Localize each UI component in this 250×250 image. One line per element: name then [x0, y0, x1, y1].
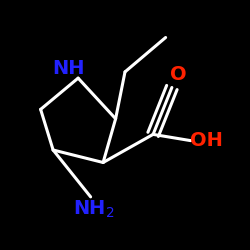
Text: O: O — [170, 66, 186, 84]
Text: NH: NH — [52, 59, 85, 78]
Text: OH: OH — [190, 131, 223, 150]
Text: NH$_2$: NH$_2$ — [73, 199, 114, 220]
